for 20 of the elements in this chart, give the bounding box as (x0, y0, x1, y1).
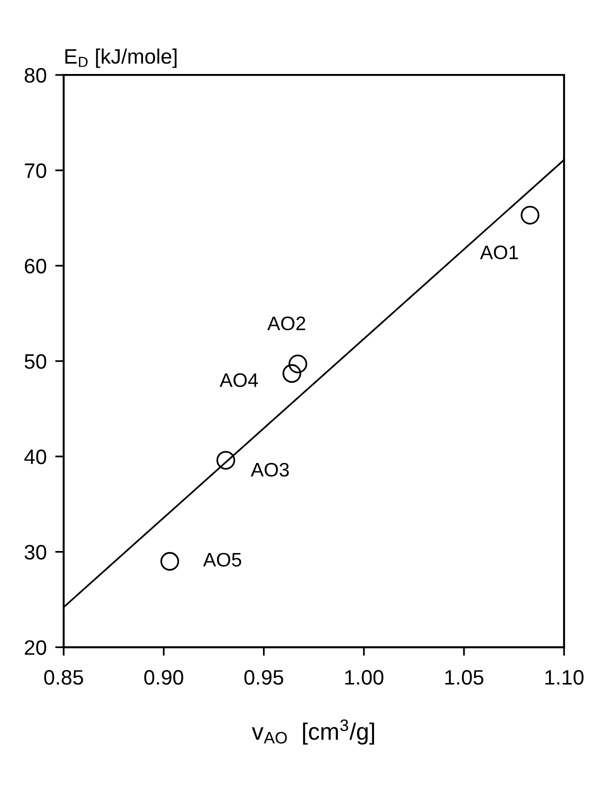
y-axis-title: E$_{D}$ [kJ/mole] (65, 48, 176, 68)
y-tick-label: 70 (24, 163, 46, 178)
x-tick-label: 0.85 (44, 670, 84, 685)
y-tick-label: 80 (24, 68, 46, 83)
y-tick-label: 60 (24, 258, 46, 274)
annotation: AO2 (267, 316, 306, 330)
y-tick-label: 50 (24, 354, 46, 369)
y-tick-label: 20 (24, 640, 46, 655)
x-tick-label: 0.90 (144, 670, 184, 685)
x-tick-label: 1.10 (545, 670, 584, 685)
annotation: AO5 (203, 552, 242, 567)
x-axis-title: v$_{AO}$ [cm$^{3}$/g] (252, 719, 374, 745)
annotation: AO1 (480, 246, 518, 260)
y-tick-label: 40 (24, 449, 46, 464)
annotation: AO4 (220, 373, 258, 388)
x-tick-label: 1.00 (345, 670, 384, 685)
y-tick-label: 30 (24, 544, 46, 560)
x-tick-label: 0.95 (244, 670, 284, 685)
x-tick-label: 1.05 (445, 670, 484, 685)
annotation: AO3 (250, 462, 289, 477)
